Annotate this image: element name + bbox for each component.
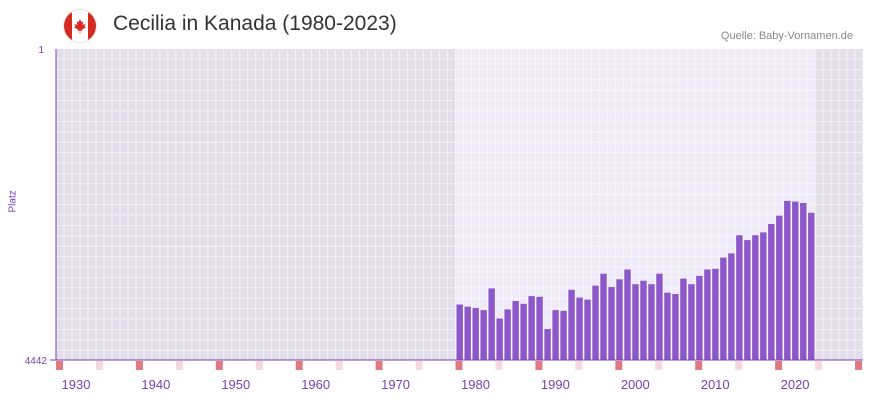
decade-marker-2008: [695, 361, 703, 370]
bar-2011: 2011: 2980: [720, 257, 727, 360]
bar-2008: 2008: 3240: [696, 275, 703, 360]
bar-series: 1978: 36501979: 36801980: 37001981: 3730…: [456, 200, 815, 360]
bar-2012: 2012: 2920: [728, 253, 735, 360]
bar-2004: 2004: 3480: [664, 292, 671, 360]
bar-1985: 1985: 3600: [512, 301, 519, 360]
bar-1996: 1996: 3210: [600, 273, 607, 360]
bar-2017: 2017: 2500: [768, 224, 775, 360]
bar-1980: 1980: 3700: [472, 308, 479, 360]
decade-marker-1958: [295, 361, 303, 370]
half-decade-marker-1963: [335, 361, 343, 370]
bar-1982: 1982: 3420: [488, 288, 495, 360]
bar-2000: 2000: 3360: [632, 284, 639, 360]
bar-2022: 2022: 2340: [808, 212, 815, 360]
decade-marker-1948: [215, 361, 223, 370]
bar-1995: 1995: 3380: [592, 285, 599, 360]
half-decade-marker-1973: [415, 361, 423, 370]
axis-tick-labels: 1 4442 1930 1940 1950 1960 1970 1980 1990 2000 201…: [25, 45, 810, 392]
bar-2018: 2018: 2380: [776, 215, 783, 360]
bar-1994: 1994: 3580: [584, 299, 591, 360]
half-decade-marker-1983: [495, 361, 503, 370]
bar-1998: 1998: 3290: [616, 279, 623, 360]
bar-2002: 2002: 3360: [648, 284, 655, 360]
bar-2016: 2016: 2620: [760, 232, 767, 360]
bar-1999: 1999: 3150: [624, 269, 631, 360]
x-tick-1950: 1950: [221, 377, 250, 392]
year-markers: [56, 361, 862, 370]
decade-marker-1968: [375, 361, 383, 370]
source-credit: Quelle: Baby-Vornamen.de: [720, 30, 853, 42]
bar-2015: 2015: 2660: [752, 235, 759, 360]
bar-2021: 2021: 2200: [800, 202, 807, 360]
x-tick-1970: 1970: [381, 377, 410, 392]
bar-2014: 2014: 2730: [744, 240, 751, 360]
x-tick-2020: 2020: [781, 377, 810, 392]
decade-marker-1988: [535, 361, 543, 370]
decade-marker-1938: [135, 361, 143, 370]
y-tick-top: 1: [38, 45, 44, 56]
bar-1979: 1979: 3680: [464, 306, 471, 360]
bar-2006: 2006: 3280: [680, 278, 687, 360]
decade-marker-2018: [775, 361, 783, 370]
bar-2001: 2001: 3310: [640, 280, 647, 360]
bar-2019: 2019: 2170: [784, 200, 791, 360]
half-decade-marker-2003: [655, 361, 663, 370]
flag-band-right: [88, 10, 96, 42]
y-tick-bottom: 4442: [25, 356, 48, 367]
half-decade-marker-1993: [575, 361, 583, 370]
x-tick-1960: 1960: [301, 377, 330, 392]
decade-marker-2028: [855, 361, 862, 370]
bar-2020: 2020: 2180: [792, 201, 799, 360]
bar-1978: 1978: 3650: [456, 304, 463, 360]
bar-1989: 1989: 4000: [544, 329, 551, 360]
decade-marker-1928: [56, 361, 63, 370]
bar-1984: 1984: 3720: [504, 309, 511, 360]
bar-1993: 1993: 3550: [576, 297, 583, 360]
half-decade-marker-1933: [95, 361, 103, 370]
bar-1983: 1983: 3850: [496, 318, 503, 360]
flag-band-left: [64, 10, 72, 42]
x-tick-1980: 1980: [461, 377, 490, 392]
bar-1992: 1992: 3440: [568, 289, 575, 360]
bar-2003: 2003: 3210: [656, 273, 663, 360]
bar-1988: 1988: 3540: [536, 296, 543, 360]
bar-1986: 1986: 3640: [520, 303, 527, 360]
half-decade-marker-1943: [175, 361, 183, 370]
decade-marker-1978: [455, 361, 463, 370]
page-title: Cecilia in Kanada (1980-2023): [113, 12, 397, 35]
bar-1991: 1991: 3740: [560, 310, 567, 360]
bar-2009: 2009: 3150: [704, 269, 711, 360]
decade-marker-1998: [615, 361, 623, 370]
bar-2005: 2005: 3500: [672, 294, 679, 360]
bar-2013: 2013: 2660: [736, 235, 743, 360]
bar-2007: 2007: 3360: [688, 284, 695, 360]
bar-1997: 1997: 3400: [608, 287, 615, 360]
x-tick-1930: 1930: [62, 377, 91, 392]
bar-1987: 1987: 3530: [528, 296, 535, 360]
x-tick-2010: 2010: [701, 377, 730, 392]
axes: [50, 49, 863, 361]
half-decade-marker-2013: [735, 361, 743, 370]
x-tick-2000: 2000: [621, 377, 650, 392]
canada-flag-icon: [64, 10, 96, 42]
half-decade-marker-1953: [255, 361, 263, 370]
x-tick-1940: 1940: [141, 377, 170, 392]
bar-2010: 2010: 3140: [712, 268, 719, 360]
maple-leaf-icon: [74, 19, 86, 33]
x-tick-1990: 1990: [541, 377, 570, 392]
half-decade-marker-2023: [815, 361, 823, 370]
bar-1981: 1981: 3730: [480, 310, 487, 360]
bar-1990: 1990: 3730: [552, 310, 559, 360]
